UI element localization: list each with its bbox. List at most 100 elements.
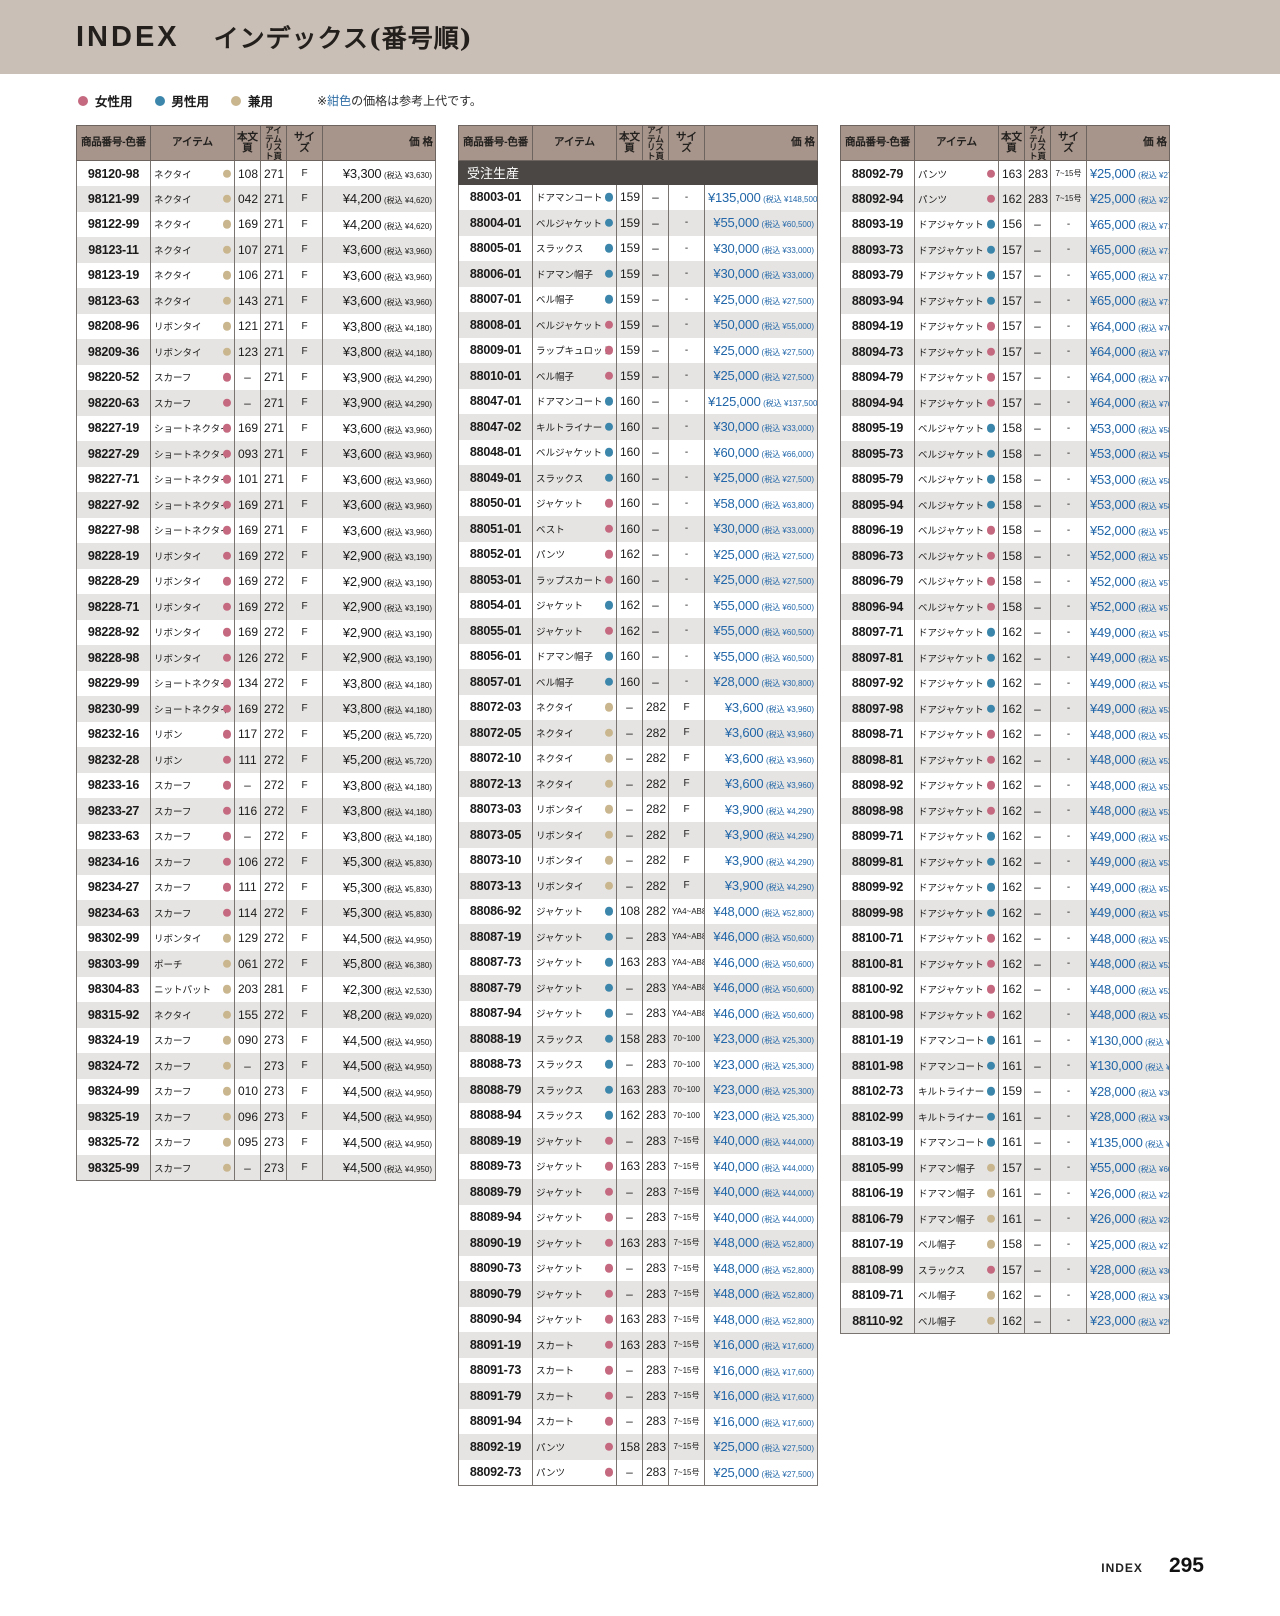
table-row[interactable]: 98324-72 スカーフ –273 F ¥4,500 (税込 ¥4,950) <box>76 1053 436 1079</box>
table-row[interactable]: 88047-01 ドアマンコート 160– - ¥125,000 (税込 ¥137,50… <box>458 388 818 414</box>
table-row[interactable]: 98232-28 リボン 111 272 F ¥5,200 (税込 ¥5,720) <box>76 747 436 773</box>
table-row[interactable]: 88090-73 ジャケット –283 7~15号 ¥48,000 (税込 ¥52,80… <box>458 1255 818 1281</box>
table-row[interactable]: 98228-71 リボンタイ 169 272 F ¥2,900 (税込 ¥3,190) <box>76 594 436 620</box>
table-row[interactable]: 88010-01 ベル帽子 159– - ¥25,000 (税込 ¥27,500) <box>458 363 818 389</box>
table-row[interactable]: 88089-79 ジャケット –283 7~15号 ¥40,000 (税込 ¥44,00… <box>458 1179 818 1205</box>
table-row[interactable]: 98232-16 リボン 117 272 F ¥5,200 (税込 ¥5,720) <box>76 721 436 747</box>
table-row[interactable]: 98324-99 スカーフ 010 273 F ¥4,500 (税込 ¥4,950) <box>76 1078 436 1104</box>
table-row[interactable]: 88092-19 パンツ 158 283 7~15号 ¥25,000 (税込 ¥27,50… <box>458 1434 818 1460</box>
table-row[interactable]: 88072-05 ネクタイ –282 F ¥3,600 (税込 ¥3,960) <box>458 720 818 746</box>
table-row[interactable]: 98227-92 ショートネクタイ 169 271 F ¥3,600 (税込 ¥3,960… <box>76 492 436 518</box>
table-row[interactable]: 88073-13 リボンタイ –282 F ¥3,900 (税込 ¥4,290) <box>458 873 818 899</box>
table-row[interactable]: 88073-03 リボンタイ –282 F ¥3,900 (税込 ¥4,290) <box>458 796 818 822</box>
table-row[interactable]: 98303-99 ポーチ 061 272 F ¥5,800 (税込 ¥6,380) <box>76 951 436 977</box>
table-row[interactable]: 88089-73 ジャケット 163 283 7~15号 ¥40,000 (税込 ¥44,… <box>458 1153 818 1179</box>
table-row[interactable]: 88072-10 ネクタイ –282 F ¥3,600 (税込 ¥3,960) <box>458 745 818 771</box>
table-row[interactable]: 88048-01 ベルジャケット 160– - ¥60,000 (税込 ¥66,000) <box>458 439 818 465</box>
table-row[interactable]: 98233-63 スカーフ –272 F ¥3,800 (税込 ¥4,180) <box>76 823 436 849</box>
table-row[interactable]: 88088-94 スラックス 162 283 70~100 ¥23,000 (税込 ¥25… <box>458 1102 818 1128</box>
table-row[interactable]: 98227-71 ショートネクタイ 101 271 F ¥3,600 (税込 ¥3,960… <box>76 466 436 492</box>
table-row[interactable]: 98227-29 ショートネクタイ 093 271 F ¥3,600 (税込 ¥3,960… <box>76 441 436 467</box>
table-row[interactable]: 88092-73 パンツ –283 7~15号 ¥25,000 (税込 ¥27,500) <box>458 1459 818 1486</box>
table-row[interactable]: 88049-01 スラックス 160– - ¥25,000 (税込 ¥27,500) <box>458 465 818 491</box>
table-row[interactable]: 98230-99 ショートネクタイ 169 272 F ¥3,800 (税込 ¥4,180… <box>76 696 436 722</box>
table-row[interactable]: 88053-01 ラップスカート 160– - ¥25,000 (税込 ¥27,500) <box>458 567 818 593</box>
table-row[interactable]: 98229-99 ショートネクタイ 134 272 F ¥3,800 (税込 ¥4,180… <box>76 670 436 696</box>
table-row[interactable]: 88008-01 ベルジャケット 159– - ¥50,000 (税込 ¥55,000) <box>458 312 818 338</box>
table-row[interactable]: 88051-01 ベスト 160– - ¥30,000 (税込 ¥33,000) <box>458 516 818 542</box>
table-row[interactable]: 98121-99 ネクタイ 042 271 F ¥4,200 (税込 ¥4,620) <box>76 186 436 212</box>
table-row[interactable]: 88057-01 ベル帽子 160– - ¥28,000 (税込 ¥30,800) <box>458 669 818 695</box>
table-row[interactable]: 88073-10 リボンタイ –282 F ¥3,900 (税込 ¥4,290) <box>458 847 818 873</box>
table-row[interactable]: 98325-19 スカーフ 096 273 F ¥4,500 (税込 ¥4,950) <box>76 1104 436 1130</box>
table-row[interactable]: 98228-29 リボンタイ 169 272 F ¥2,900 (税込 ¥3,190) <box>76 568 436 594</box>
table-row[interactable]: 88087-19 ジャケット –283 YA4~AB8 ¥46,000 (税込 ¥50,… <box>458 924 818 950</box>
table-row[interactable]: 98227-19 ショートネクタイ 169 271 F ¥3,600 (税込 ¥3,960… <box>76 415 436 441</box>
table-row[interactable]: 88088-79 スラックス 163 283 70~100 ¥23,000 (税込 ¥25… <box>458 1077 818 1103</box>
table-row[interactable]: 98233-16 スカーフ –272 F ¥3,800 (税込 ¥4,180) <box>76 772 436 798</box>
table-row[interactable]: 98209-36 リボンタイ 123 271 F ¥3,800 (税込 ¥4,180) <box>76 339 436 365</box>
table-row[interactable]: 98325-99 スカーフ –273 F ¥4,500 (税込 ¥4,950) <box>76 1155 436 1181</box>
table-row[interactable]: 88090-19 ジャケット 163 283 7~15号 ¥48,000 (税込 ¥52,… <box>458 1230 818 1256</box>
table-row[interactable]: 98304-83 ニットパット 203 281 F ¥2,300 (税込 ¥2,530) <box>76 976 436 1002</box>
table-row[interactable]: 88005-01 スラックス 159– - ¥30,000 (税込 ¥33,000) <box>458 235 818 261</box>
table-row[interactable]: 88072-13 ネクタイ –282 F ¥3,600 (税込 ¥3,960) <box>458 771 818 797</box>
table-row[interactable]: 88087-79 ジャケット –283 YA4~AB8 ¥46,000 (税込 ¥50,… <box>458 975 818 1001</box>
table-row[interactable]: 98123-11 ネクタイ 107 271 F ¥3,600 (税込 ¥3,960) <box>76 237 436 263</box>
table-row[interactable]: 98220-63 スカーフ –271 F ¥3,900 (税込 ¥4,290) <box>76 390 436 416</box>
table-row[interactable]: 98234-16 スカーフ 106 272 F ¥5,300 (税込 ¥5,830) <box>76 849 436 875</box>
table-row[interactable]: 98228-19 リボンタイ 169 272 F ¥2,900 (税込 ¥3,190) <box>76 543 436 569</box>
table-row[interactable]: 88087-94 ジャケット –283 YA4~AB8 ¥46,000 (税込 ¥50,… <box>458 1000 818 1026</box>
table-row[interactable]: 98324-19 スカーフ 090 273 F ¥4,500 (税込 ¥4,950) <box>76 1027 436 1053</box>
table-row[interactable]: 98227-98 ショートネクタイ 169 271 F ¥3,600 (税込 ¥3,960… <box>76 517 436 543</box>
table-row[interactable]: 88091-19 スカート 163 283 7~15号 ¥16,000 (税込 ¥17,6… <box>458 1332 818 1358</box>
table-row[interactable]: 98220-52 スカーフ –271 F ¥3,900 (税込 ¥4,290) <box>76 364 436 390</box>
table-row[interactable]: 98234-63 スカーフ 114 272 F ¥5,300 (税込 ¥5,830) <box>76 900 436 926</box>
table-row[interactable]: 88055-01 ジャケット 162– - ¥55,000 (税込 ¥60,500) <box>458 618 818 644</box>
table-row[interactable]: 88091-73 スカート –283 7~15号 ¥16,000 (税込 ¥17,600… <box>458 1357 818 1383</box>
table-row[interactable]: 98123-19 ネクタイ 106 271 F ¥3,600 (税込 ¥3,960) <box>76 262 436 288</box>
table-row[interactable]: 98123-63 ネクタイ 143 271 F ¥3,600 (税込 ¥3,960) <box>76 288 436 314</box>
table-row[interactable]: 88088-19 スラックス 158 283 70~100 ¥23,000 (税込 ¥25… <box>458 1026 818 1052</box>
table-row[interactable]: 88088-73 スラックス –283 70~100 ¥23,000 (税込 ¥25,3… <box>458 1051 818 1077</box>
table-row[interactable]: 88091-94 スカート –283 7~15号 ¥16,000 (税込 ¥17,600… <box>458 1408 818 1434</box>
table-row[interactable]: 88052-01 パンツ 162– - ¥25,000 (税込 ¥27,500) <box>458 541 818 567</box>
table-row[interactable]: 98228-92 リボンタイ 169 272 F ¥2,900 (税込 ¥3,190) <box>76 619 436 645</box>
table-row[interactable]: 88047-02 キルトライナー 160– - ¥30,000 (税込 ¥33,000) <box>458 414 818 440</box>
